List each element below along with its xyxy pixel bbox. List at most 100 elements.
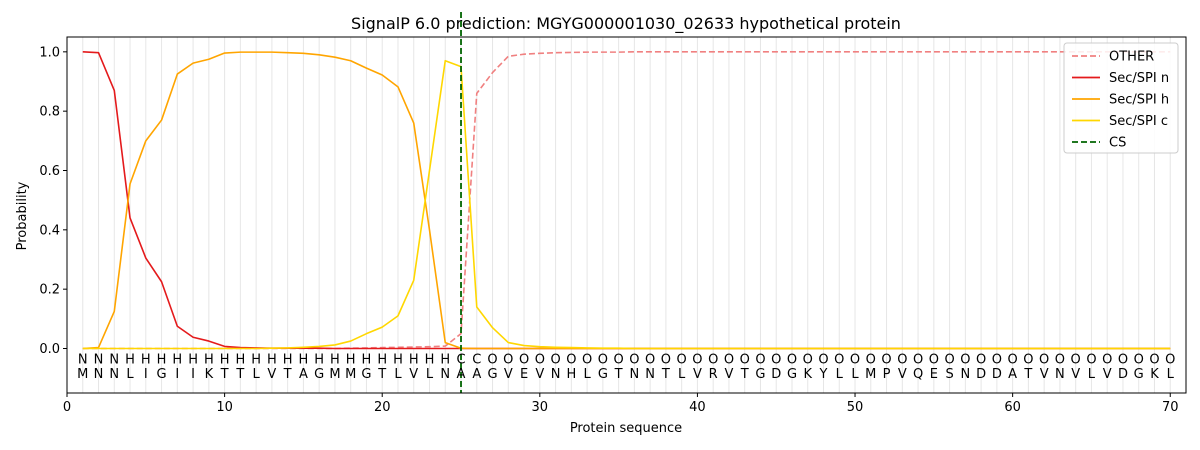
residue-letter: K — [205, 367, 214, 382]
legend: OTHER Sec/SPI n Sec/SPI h Sec/SPI c CS — [1063, 42, 1179, 154]
residue-letter: V — [693, 367, 702, 382]
region-label: O — [913, 352, 923, 367]
residue-letter: V — [504, 367, 513, 382]
residue-letter: I — [175, 367, 179, 382]
region-label: O — [1055, 352, 1065, 367]
residue-letter: E — [930, 367, 938, 382]
region-label: O — [614, 352, 624, 367]
residue-letter: A — [457, 367, 466, 382]
legend-label: OTHER — [1109, 50, 1154, 65]
residue-letter: D — [992, 367, 1002, 382]
chart-title: SignalP 6.0 prediction: MGYG000001030_02… — [351, 14, 901, 34]
region-label: O — [645, 352, 655, 367]
region-label: O — [1039, 352, 1049, 367]
residue-letter: M — [329, 367, 340, 382]
region-label: O — [1071, 352, 1081, 367]
region-label: H — [393, 352, 403, 367]
region-label: O — [818, 352, 828, 367]
y-tick-label: 0.4 — [39, 223, 60, 238]
residue-letter: N — [960, 367, 970, 382]
region-label: H — [188, 352, 198, 367]
region-label: N — [78, 352, 88, 367]
residue-letter: I — [144, 367, 148, 382]
region-label: O — [566, 352, 576, 367]
region-label: H — [141, 352, 151, 367]
residue-letter: M — [77, 367, 88, 382]
grid — [82, 37, 1171, 393]
legend-label: Sec/SPI h — [1109, 93, 1169, 108]
residue-letter: V — [1071, 367, 1080, 382]
residue-letter: N — [440, 367, 450, 382]
region-label: O — [897, 352, 907, 367]
region-label: H — [157, 352, 167, 367]
residue-letter: Q — [913, 367, 923, 382]
y-tick-label: 1.0 — [39, 45, 60, 60]
residue-letter: Y — [819, 367, 828, 382]
region-label: O — [866, 352, 876, 367]
x-tick-label: 20 — [374, 400, 391, 415]
residue-letter: L — [678, 367, 686, 382]
residue-letter: D — [771, 367, 781, 382]
residue-letter: G — [1134, 367, 1144, 382]
residue-letter: T — [740, 367, 749, 382]
region-label: O — [850, 352, 860, 367]
legend-label: Sec/SPI c — [1109, 114, 1168, 129]
residue-letter: G — [787, 367, 797, 382]
residue-letter: T — [377, 367, 386, 382]
residue-letter: G — [487, 367, 497, 382]
residue-letter: V — [1040, 367, 1049, 382]
region-label: O — [740, 352, 750, 367]
residue-letter: D — [1118, 367, 1128, 382]
region-label: O — [944, 352, 954, 367]
residue-letter: H — [566, 367, 576, 382]
region-label: H — [440, 352, 450, 367]
residue-letter: L — [836, 367, 844, 382]
residue-letter: K — [803, 367, 812, 382]
region-label: H — [172, 352, 182, 367]
x-tick-label: 30 — [532, 400, 549, 415]
y-tick-label: 0.8 — [39, 105, 60, 120]
residue-letter: V — [535, 367, 544, 382]
series-line-sec-spi-c — [82, 59, 1171, 350]
residue-letter: T — [614, 367, 623, 382]
residue-letter: V — [898, 367, 907, 382]
residue-letter: L — [253, 367, 261, 382]
region-label: H — [314, 352, 324, 367]
region-label: H — [125, 352, 135, 367]
region-label: H — [283, 352, 293, 367]
series-line-other — [82, 51, 1171, 350]
residue-letter: A — [1008, 367, 1017, 382]
residue-letter: T — [283, 367, 292, 382]
x-tick-label: 40 — [689, 400, 706, 415]
residue-letter: G — [157, 367, 167, 382]
region-label: O — [771, 352, 781, 367]
x-tick-label: 0 — [63, 400, 71, 415]
residue-letter: T — [1023, 367, 1032, 382]
region-label: O — [1102, 352, 1112, 367]
region-label: O — [960, 352, 970, 367]
residue-letter: G — [755, 367, 765, 382]
region-label: O — [582, 352, 592, 367]
residue-letter: T — [661, 367, 670, 382]
region-label: H — [235, 352, 245, 367]
residue-letter: P — [883, 367, 891, 382]
residue-letter: N — [551, 367, 561, 382]
residue-letter: L — [1167, 367, 1175, 382]
region-label: O — [992, 352, 1002, 367]
region-label: O — [881, 352, 891, 367]
residue-labels: NMNNNNHLHIHGHIHIHKHTHTHLHVHTHAHGHMHMHGHT… — [77, 352, 1175, 382]
residue-letter: N — [109, 367, 119, 382]
region-label: N — [109, 352, 119, 367]
region-label: N — [94, 352, 104, 367]
legend-label: CS — [1109, 136, 1126, 151]
residue-letter: V — [267, 367, 276, 382]
axes: 0 10 20 30 40 50 60 70 0.0 0.2 0.4 0.6 0.8 1.0 — [39, 36, 1187, 415]
region-label: O — [550, 352, 560, 367]
region-label: C — [456, 352, 465, 367]
residue-letter: M — [865, 367, 876, 382]
region-label: H — [251, 352, 261, 367]
region-label: H — [204, 352, 214, 367]
residue-letter: S — [945, 367, 953, 382]
